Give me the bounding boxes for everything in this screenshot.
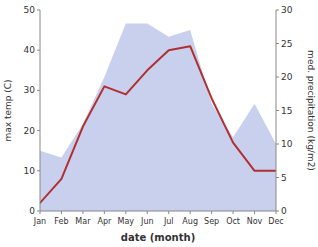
left-tick (37, 50, 40, 51)
x-tick-label: Sep (204, 217, 219, 226)
left-tick (37, 130, 40, 131)
x-tick-label: Jan (33, 217, 46, 226)
y2-axis-label: med. precipitation (kg/m2) (306, 50, 316, 171)
right-tick (276, 110, 279, 111)
right-tick-label: 25 (281, 39, 292, 49)
x-tick (276, 211, 277, 214)
left-tick-label: 20 (24, 126, 36, 136)
temperature-line (40, 46, 276, 203)
x-tick (147, 211, 148, 214)
left-tick-label: 0 (29, 206, 35, 216)
left-axis-line (40, 10, 41, 211)
chart: 0 10 20 30 40 50 0 5 10 15 20 25 30 Jan Feb Mar Apr May Ju… (0, 0, 318, 247)
axes: 0 10 20 30 40 50 0 5 10 15 20 25 30 Jan Feb Mar Apr May Ju… (24, 5, 293, 226)
right-tick-label: 20 (281, 72, 293, 82)
chart-container: 0 10 20 30 40 50 0 5 10 15 20 25 30 Jan Feb Mar Apr May Ju… (0, 0, 318, 247)
left-tick-label: 10 (24, 166, 36, 176)
x-tick-label: Oct (226, 217, 240, 226)
x-tick (190, 211, 191, 214)
x-tick-label: Mar (75, 217, 91, 226)
x-tick (104, 211, 105, 214)
x-tick-label: Dec (268, 217, 283, 226)
x-tick-label: Aug (182, 217, 198, 226)
left-tick (37, 170, 40, 171)
x-tick-label: Jun (140, 217, 154, 226)
x-tick-label: Nov (247, 217, 263, 226)
right-tick (276, 144, 279, 145)
right-tick-label: 10 (281, 139, 293, 149)
left-tick-label: 30 (24, 85, 36, 95)
right-tick (276, 43, 279, 44)
bottom-axis-line (40, 211, 276, 212)
left-tick (37, 90, 40, 91)
x-tick-label: Feb (54, 217, 68, 226)
x-tick (233, 211, 234, 214)
right-tick-label: 15 (281, 106, 292, 116)
x-axis-label: date (month) (121, 232, 195, 243)
right-tick (276, 77, 279, 78)
left-tick (37, 10, 40, 11)
right-tick-label: 5 (281, 173, 287, 183)
right-tick (276, 177, 279, 178)
x-tick (125, 211, 126, 214)
x-tick (254, 211, 255, 214)
x-tick (61, 211, 62, 214)
right-tick-label: 30 (281, 5, 293, 15)
left-tick-label: 40 (24, 45, 36, 55)
right-tick-label: 0 (281, 206, 287, 216)
x-tick (40, 211, 41, 214)
plot-area (40, 23, 276, 211)
x-tick-label: Apr (97, 217, 112, 226)
x-tick-label: May (118, 217, 135, 226)
x-tick-label: Jul (163, 217, 174, 226)
left-tick-label: 50 (24, 5, 36, 15)
precipitation-area (40, 23, 276, 211)
y-axis-label: max temp (C) (3, 79, 13, 141)
x-tick (211, 211, 212, 214)
x-tick (168, 211, 169, 214)
right-tick (276, 10, 279, 11)
x-tick (82, 211, 83, 214)
